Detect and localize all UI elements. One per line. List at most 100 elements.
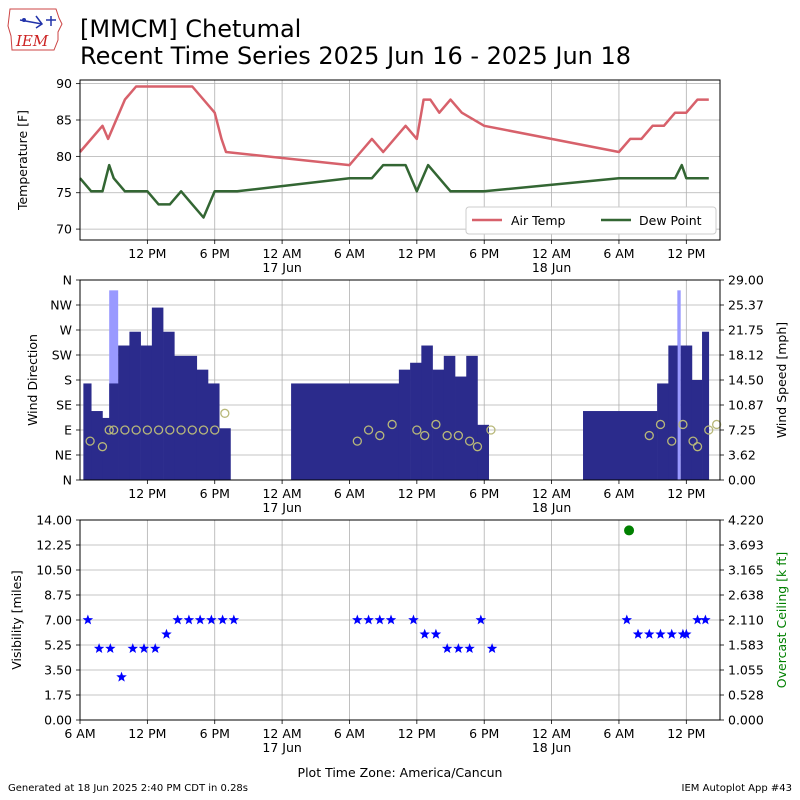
- visibility-star-marker: [352, 614, 363, 625]
- wind-direction-marker: [667, 436, 677, 446]
- visibility-star-marker: [93, 643, 105, 653]
- temp-x-tick-sublabel: 17 Jun: [262, 260, 301, 275]
- wind-direction-marker: [187, 425, 197, 435]
- temp-legend-box: [465, 206, 717, 235]
- wind-speed-bar: [477, 424, 490, 480]
- wind-dir-tick-label: N: [63, 473, 72, 488]
- wind-direction-marker: [453, 430, 464, 441]
- vis-y-tick-label: 14.00: [36, 513, 72, 528]
- wind-speed-bar: [208, 383, 220, 480]
- temp-x-tick-label: 6 AM: [334, 246, 365, 261]
- wind-speed-bar: [151, 307, 164, 480]
- legend-air-temp-label: Air Temp: [511, 213, 566, 228]
- wind-direction-marker: [104, 425, 114, 435]
- wind-dir-tick-label: S: [64, 373, 72, 388]
- vis-y-tick-label: 7.00: [44, 613, 72, 628]
- wind-x-tick-label: 12 PM: [398, 486, 436, 501]
- ceiling-y-tick-label: 3.693: [728, 538, 764, 553]
- visibility-star-marker: [453, 643, 464, 653]
- visibility-star-marker: [430, 628, 442, 639]
- visibility-star-marker: [666, 628, 677, 639]
- wind-direction-axis-label: Wind Direction: [25, 334, 40, 426]
- wind-speed-bar: [174, 355, 198, 480]
- visibility-star-marker: [172, 614, 183, 625]
- wind-speed-bar: [421, 345, 433, 480]
- wind-gust-bar: [677, 290, 681, 480]
- wind-dir-tick-label: SE: [56, 398, 72, 413]
- wind-direction-marker: [363, 425, 374, 435]
- wind-x-tick-label: 12 AM: [532, 486, 571, 501]
- ceiling-dot-marker: [624, 525, 635, 536]
- wind-dir-tick-label: N: [63, 273, 72, 288]
- visibility-star-marker: [700, 614, 711, 625]
- visibility-star-marker: [681, 628, 692, 639]
- wind-speed-bar: [443, 355, 456, 480]
- visibility-star-marker: [632, 628, 644, 639]
- wind-x-tick-label: 6 PM: [469, 486, 499, 501]
- vis-x-tick-sublabel: 17 Jun: [262, 740, 301, 755]
- ceiling-axis-label: Overcast Ceiling [k ft]: [774, 552, 789, 688]
- visibility-star-marker: [194, 614, 206, 625]
- vis-x-tick-label: 6 PM: [469, 726, 499, 741]
- wind-dir-tick-label: NE: [55, 448, 72, 463]
- temp-x-tick-label: 12 PM: [128, 246, 166, 261]
- wind-direction-marker: [210, 425, 220, 435]
- wind-speed-tick-label: 18.12: [728, 348, 764, 363]
- visibility-star-marker: [374, 614, 385, 625]
- temp-y-tick-label: 75: [56, 185, 72, 200]
- wind-direction-marker: [85, 436, 95, 446]
- visibility-star-marker: [127, 643, 138, 653]
- temp-x-tick-label: 12 AM: [262, 246, 301, 261]
- wind-direction-marker: [464, 436, 475, 446]
- iem-logo: IEM: [7, 8, 63, 51]
- wind-speed-bar: [455, 376, 467, 480]
- wind-speed-tick-label: 29.00: [728, 273, 764, 288]
- wind-x-tick-label: 6 PM: [200, 486, 230, 501]
- vis-x-tick-label: 12 AM: [532, 726, 571, 741]
- ceiling-y-tick-label: 0.000: [728, 713, 764, 728]
- visibility-star-marker: [419, 628, 430, 639]
- temp-x-tick-label: 6 PM: [469, 246, 499, 261]
- wind-speed-bar: [680, 345, 693, 480]
- wind-direction-marker: [97, 442, 108, 452]
- wind-dir-tick-label: SW: [52, 348, 72, 363]
- vis-y-tick-label: 5.25: [44, 638, 72, 653]
- footer-generated: Generated at 18 Jun 2025 2:40 PM CDT in …: [8, 783, 249, 794]
- ceiling-y-tick-label: 2.638: [728, 588, 764, 603]
- temp-axes-frame: [79, 79, 721, 241]
- wind-direction-marker: [142, 425, 153, 435]
- wind-dir-tick-label: NW: [50, 298, 72, 313]
- wind-speed-bar: [691, 380, 703, 480]
- temp-x-tick-label: 12 AM: [532, 246, 571, 261]
- wind-direction-marker: [352, 436, 362, 446]
- wind-direction-marker: [412, 425, 422, 435]
- air-temp-line: [79, 85, 709, 167]
- wind-direction-marker: [472, 442, 483, 452]
- wind-speed-tick-label: 7.25: [728, 423, 756, 438]
- wind-dir-tick-label: E: [64, 423, 72, 438]
- ceiling-y-tick-label: 1.055: [728, 663, 764, 678]
- wind-speed-bar: [466, 355, 478, 480]
- wind-direction-marker: [692, 442, 703, 452]
- time-zone-x-axis-label: Plot Time Zone: America/Cancun: [298, 765, 503, 780]
- wind-speed-bar: [140, 345, 153, 480]
- footer-app-id: IEM Autoplot App #43: [681, 783, 792, 794]
- wind-speed-bar: [163, 331, 175, 480]
- wind-x-tick-label: 12 AM: [262, 486, 301, 501]
- vis-x-tick-label: 6 AM: [64, 726, 95, 741]
- vis-x-tick-label: 12 AM: [262, 726, 301, 741]
- wind-direction-marker: [711, 419, 722, 430]
- vis-x-tick-label: 6 PM: [200, 726, 230, 741]
- visibility-star-marker: [486, 643, 498, 653]
- wind-x-tick-label: 12 PM: [128, 486, 166, 501]
- visibility-star-marker: [363, 614, 374, 625]
- temp-x-tick-label: 12 PM: [398, 246, 436, 261]
- temp-legend: Air Temp Dew Point: [465, 206, 717, 235]
- wind-x-tick-label: 12 PM: [667, 486, 705, 501]
- visibility-star-marker: [692, 614, 703, 625]
- wind-speed-bar: [668, 345, 678, 480]
- wind-x-tick-sublabel: 18 Jun: [532, 500, 571, 515]
- visibility-star-marker: [116, 671, 127, 682]
- wind-direction-marker: [176, 425, 186, 435]
